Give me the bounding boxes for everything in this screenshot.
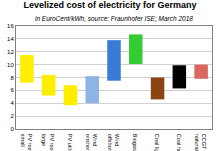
svg-text:Coal hard: Coal hard <box>176 134 182 151</box>
svg-text:0: 0 <box>10 126 14 132</box>
svg-text:Windoffshore: Windoffshore <box>107 134 120 151</box>
svg-text:Windonshore: Windonshore <box>85 134 98 151</box>
svg-text:PV utility: PV utility <box>67 134 73 151</box>
svg-text:PV roofsmall: PV roofsmall <box>20 134 33 151</box>
svg-text:4: 4 <box>10 100 14 106</box>
svg-text:10: 10 <box>7 62 14 68</box>
svg-text:8: 8 <box>10 75 14 81</box>
svg-text:14: 14 <box>7 36 14 42</box>
svg-text:6: 6 <box>10 87 14 93</box>
svg-text:in EuroCent/kWh, source: Fraun: in EuroCent/kWh, source: Fraunhofer ISE;… <box>35 15 193 22</box>
svg-text:Coal lignite: Coal lignite <box>154 134 160 151</box>
svg-text:Biogas: Biogas <box>132 134 138 151</box>
svg-text:CCGTnatural gas: CCGTnatural gas <box>194 134 207 151</box>
svg-text:16: 16 <box>7 23 14 29</box>
svg-text:2: 2 <box>10 113 14 119</box>
svg-text:Levelized cost of electricity: Levelized cost of electricity for German… <box>23 0 196 10</box>
svg-text:12: 12 <box>7 49 14 55</box>
svg-text:PV rooflarge: PV rooflarge <box>41 134 54 151</box>
